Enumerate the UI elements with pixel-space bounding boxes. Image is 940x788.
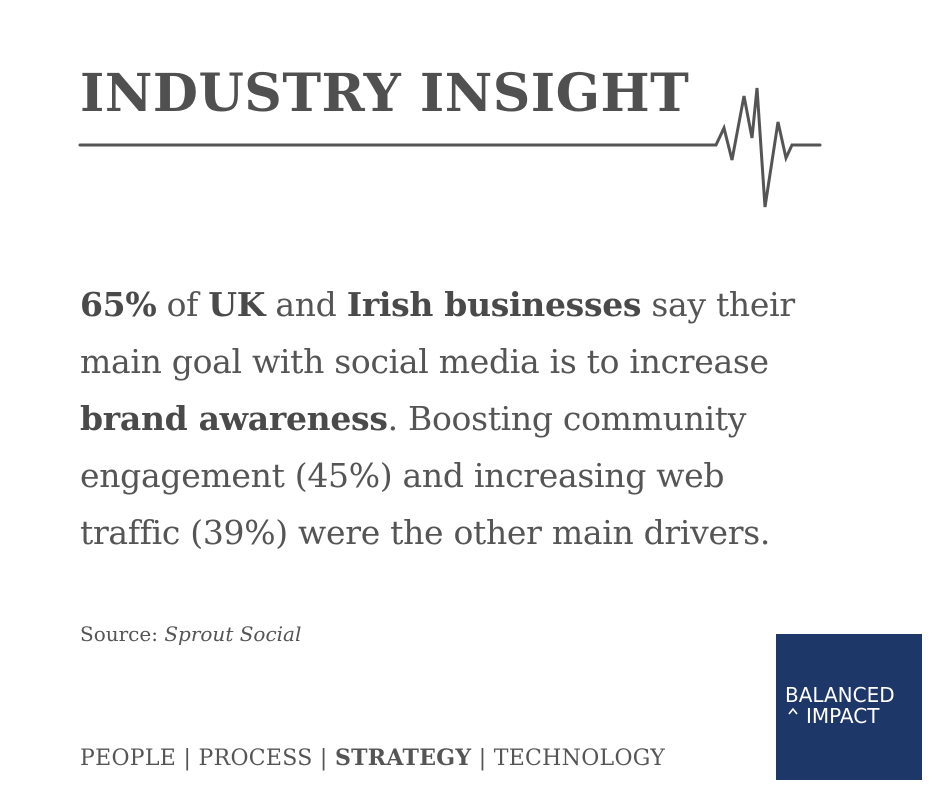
insight-highlight: Irish businesses [346, 285, 642, 324]
logo-line-2: IMPACT [806, 704, 880, 728]
insight-text: and [265, 285, 347, 324]
footer-separator: | [176, 746, 199, 771]
insight-highlight: UK [208, 285, 266, 324]
insight-text: engagement (45%) and increasing web [80, 456, 725, 495]
footer-separator: | [312, 746, 335, 771]
insight-text: main goal with social media is to increa… [80, 342, 769, 381]
source-name: Sprout Social [164, 622, 302, 646]
footer-tagline: PEOPLE | PROCESS | STRATEGY | TECHNOLOGY [80, 742, 665, 775]
insight-text: traffic (39%) were the other main driver… [80, 513, 771, 552]
footer-item-people: PEOPLE [80, 746, 177, 771]
insight-text: say their [641, 285, 795, 324]
insight-text: of [156, 285, 209, 324]
footer-item-strategy: STRATEGY [334, 745, 472, 771]
insight-statement: 65% of UK and Irish businesses say their… [80, 276, 900, 561]
logo-line-1: BALANCED [785, 683, 895, 707]
insight-line: traffic (39%) were the other main driver… [80, 504, 900, 561]
insight-line: main goal with social media is to increa… [80, 333, 900, 390]
page-title: INDUSTRY INSIGHT [80, 63, 690, 124]
insight-highlight: brand awareness [80, 399, 388, 438]
insight-line: engagement (45%) and increasing web [80, 447, 900, 504]
insight-text: . Boosting community [387, 399, 747, 438]
balanced-impact-logo: BALANCED IMPACT [776, 634, 922, 780]
footer-separator: | [471, 746, 494, 771]
source-citation: Source: Sprout Social [80, 620, 301, 648]
insight-line: brand awareness. Boosting community [80, 390, 900, 447]
insight-line: 65% of UK and Irish businesses say their [80, 276, 900, 333]
caret-icon [788, 707, 798, 715]
insight-highlight: 65% [80, 285, 157, 324]
source-label: Source: [80, 622, 165, 646]
footer-item-process: PROCESS [198, 746, 313, 771]
footer-item-technology: TECHNOLOGY [493, 746, 666, 771]
